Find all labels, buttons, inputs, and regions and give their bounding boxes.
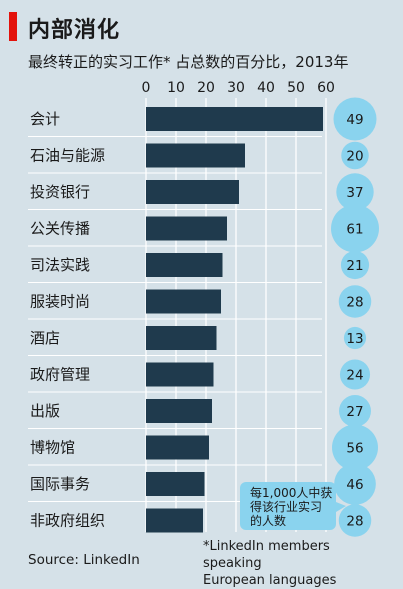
- category-label: 会计: [30, 110, 60, 128]
- bubble-value-label: 21: [346, 258, 363, 274]
- footnote: *LinkedIn members speaking European lang…: [203, 538, 371, 589]
- x-tick-label: 30: [227, 80, 245, 96]
- bubble-value-label: 37: [346, 185, 363, 201]
- category-label: 出版: [30, 402, 60, 420]
- bubble: [339, 395, 371, 427]
- bubble-value-label: 28: [346, 295, 363, 311]
- category-label: 石油与能源: [30, 147, 105, 165]
- footnote-line: European languages: [203, 573, 337, 588]
- bubble-value-label: 49: [346, 112, 363, 128]
- category-label: 司法实践: [30, 256, 90, 274]
- category-label: 公关传播: [30, 220, 90, 238]
- x-tick-label: 60: [317, 80, 335, 96]
- bar: [146, 435, 209, 460]
- category-label: 博物馆: [30, 439, 75, 457]
- bar: [146, 143, 245, 168]
- category-label: 酒店: [30, 329, 60, 347]
- bubble: [340, 250, 370, 280]
- red-tag-accent: [9, 12, 17, 41]
- bubble: [338, 285, 372, 318]
- bubble-value-label: 27: [346, 404, 363, 420]
- bar: [146, 289, 221, 314]
- bar: [146, 326, 217, 350]
- category-label: 非政府组织: [30, 512, 105, 530]
- x-tick-label: 50: [287, 80, 305, 96]
- bubble: [339, 359, 371, 390]
- bar: [146, 399, 212, 423]
- bubble-note-pointer: [336, 502, 346, 512]
- bubble: [343, 326, 367, 350]
- chart-title: 内部消化: [28, 18, 121, 43]
- bubble: [338, 504, 372, 537]
- x-tick-label: 20: [197, 80, 215, 96]
- category-label: 政府管理: [30, 366, 90, 384]
- bubble: [332, 424, 378, 471]
- chart-subtitle: 最终转正的实习工作* 占总数的百分比，2013年: [28, 53, 349, 71]
- bubble: [333, 97, 377, 141]
- bubble-value-label: 46: [346, 477, 363, 493]
- source-note: Source: LinkedIn: [28, 552, 140, 568]
- x-tick-label: 10: [167, 80, 185, 96]
- bubble: [336, 173, 374, 211]
- bubble-value-label: 24: [346, 368, 363, 384]
- category-label: 服装时尚: [30, 293, 90, 311]
- bubble: [331, 204, 379, 253]
- bubble-note-line: 每1,000人中获: [250, 485, 332, 500]
- bubble-note-box: [240, 482, 336, 530]
- footnote-line: *LinkedIn members speaking: [203, 539, 330, 571]
- bubble: [341, 141, 369, 170]
- bubble-value-label: 13: [346, 331, 363, 347]
- bubble-value-label: 61: [346, 222, 363, 238]
- bar: [146, 508, 203, 533]
- bar: [146, 216, 227, 241]
- bubble-note-line: 得该行业实习: [250, 499, 322, 514]
- category-label: 国际事务: [30, 475, 90, 493]
- bubble-value-label: 56: [346, 441, 363, 457]
- category-label: 投资银行: [30, 183, 90, 201]
- bubble-value-label: 28: [346, 514, 363, 530]
- bar: [146, 107, 323, 131]
- bubble: [334, 463, 376, 505]
- bar: [146, 472, 205, 496]
- x-tick-label: 40: [257, 80, 275, 96]
- bar: [146, 362, 214, 387]
- bubble-note-line: 的人数: [250, 513, 286, 528]
- bar: [146, 180, 239, 204]
- bar: [146, 253, 223, 277]
- bubble-value-label: 20: [346, 149, 363, 165]
- x-tick-label: 0: [142, 80, 151, 96]
